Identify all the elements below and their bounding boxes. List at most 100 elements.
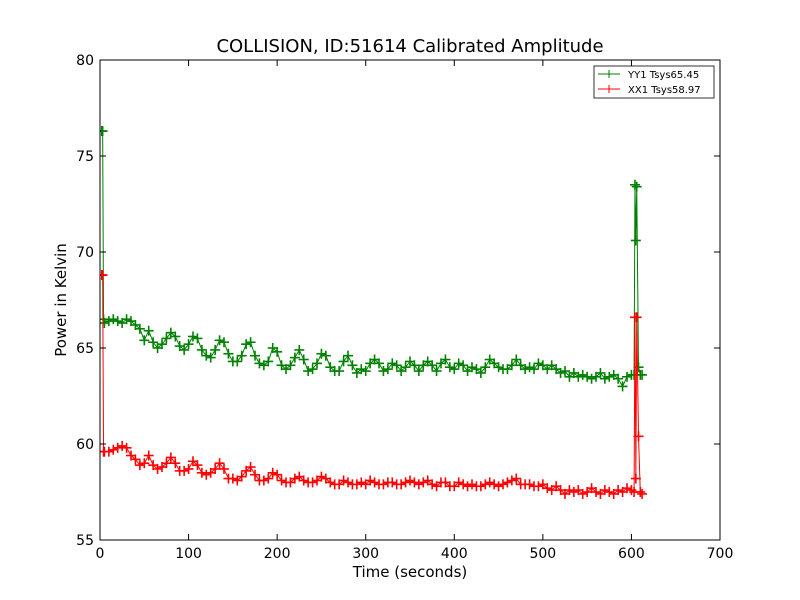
data-point [205, 352, 216, 363]
data-point [613, 373, 624, 384]
data-point [502, 477, 513, 488]
data-point [356, 364, 367, 375]
data-point [599, 373, 610, 384]
data-point [560, 366, 570, 377]
data-point [520, 364, 531, 375]
data-point [316, 471, 327, 482]
x-tick-label: 600 [618, 546, 645, 562]
data-point [453, 477, 464, 488]
data-point [183, 339, 194, 350]
data-point [325, 477, 336, 488]
data-point [108, 314, 119, 325]
x-axis-label: Time (seconds) [352, 563, 468, 581]
data-point [121, 442, 132, 453]
data-point [258, 475, 269, 486]
legend-marker-yy1 [605, 70, 613, 78]
data-point [506, 360, 517, 371]
data-point [387, 477, 398, 488]
data-point [272, 469, 283, 480]
y-tick-label: 55 [76, 533, 94, 549]
data-point [161, 458, 172, 469]
data-point [586, 373, 597, 384]
data-point [595, 367, 606, 378]
data-point [511, 473, 522, 484]
data-point [498, 479, 508, 490]
data-point [637, 488, 648, 499]
data-point [100, 270, 108, 281]
data-point [631, 181, 642, 192]
data-point [347, 360, 358, 371]
data-point [484, 477, 495, 488]
data-point [236, 471, 247, 482]
data-point [267, 467, 278, 478]
data-point [316, 348, 327, 359]
data-point [223, 348, 234, 359]
data-point [232, 356, 243, 367]
data-point [604, 371, 615, 382]
data-point [139, 458, 150, 469]
data-point [427, 479, 438, 490]
data-point [250, 469, 260, 480]
y-tick-label: 80 [76, 53, 94, 69]
data-point [637, 369, 648, 380]
data-point [201, 469, 212, 480]
data-point [431, 366, 442, 377]
data-point [533, 358, 544, 369]
data-point [130, 454, 141, 465]
data-point [573, 371, 584, 382]
data-point [506, 475, 517, 486]
legend-box [593, 65, 715, 99]
data-point [630, 473, 641, 484]
data-point [524, 479, 535, 490]
data-point [285, 360, 296, 371]
data-point [604, 487, 615, 497]
data-point [276, 475, 287, 486]
y-tick-label: 60 [76, 437, 94, 453]
data-point [250, 350, 260, 361]
legend-label-yy1: YY1 Tsys65.45 [627, 70, 699, 81]
data-point [582, 371, 593, 382]
data-point [564, 485, 575, 496]
series-line [101, 130, 643, 388]
data-point [334, 366, 345, 377]
data-point [108, 444, 119, 455]
data-point [529, 364, 539, 375]
data-point [387, 358, 398, 369]
data-point [103, 316, 114, 327]
data-point [622, 371, 632, 382]
data-point [453, 358, 464, 369]
data-point [214, 458, 225, 469]
data-point [100, 318, 110, 329]
data-point [577, 488, 588, 499]
data-point [112, 316, 123, 327]
plot-area-frame [99, 59, 721, 541]
data-point [568, 487, 579, 497]
data-point [210, 463, 221, 474]
data-point [143, 450, 154, 461]
y-tick-label: 70 [76, 245, 94, 261]
data-point [493, 481, 504, 492]
data-point [413, 366, 424, 377]
data-point [489, 479, 500, 490]
data-point [289, 352, 300, 363]
data-point [121, 314, 132, 325]
data-point [139, 335, 150, 346]
data-point [458, 479, 469, 490]
data-point [396, 479, 407, 490]
data-point [254, 358, 265, 369]
data-point [148, 337, 159, 348]
data-point [413, 479, 424, 490]
data-point [143, 325, 154, 336]
data-point [134, 460, 145, 471]
y-tick-label: 65 [76, 341, 94, 357]
data-point [374, 358, 384, 369]
x-tick-label: 500 [529, 546, 556, 562]
data-point [427, 360, 438, 371]
series-xx1 [100, 270, 648, 499]
data-point [263, 473, 274, 484]
y-tick-label: 75 [76, 149, 94, 165]
data-point [192, 333, 203, 344]
x-tick-label: 700 [707, 546, 734, 562]
data-point [449, 364, 460, 375]
